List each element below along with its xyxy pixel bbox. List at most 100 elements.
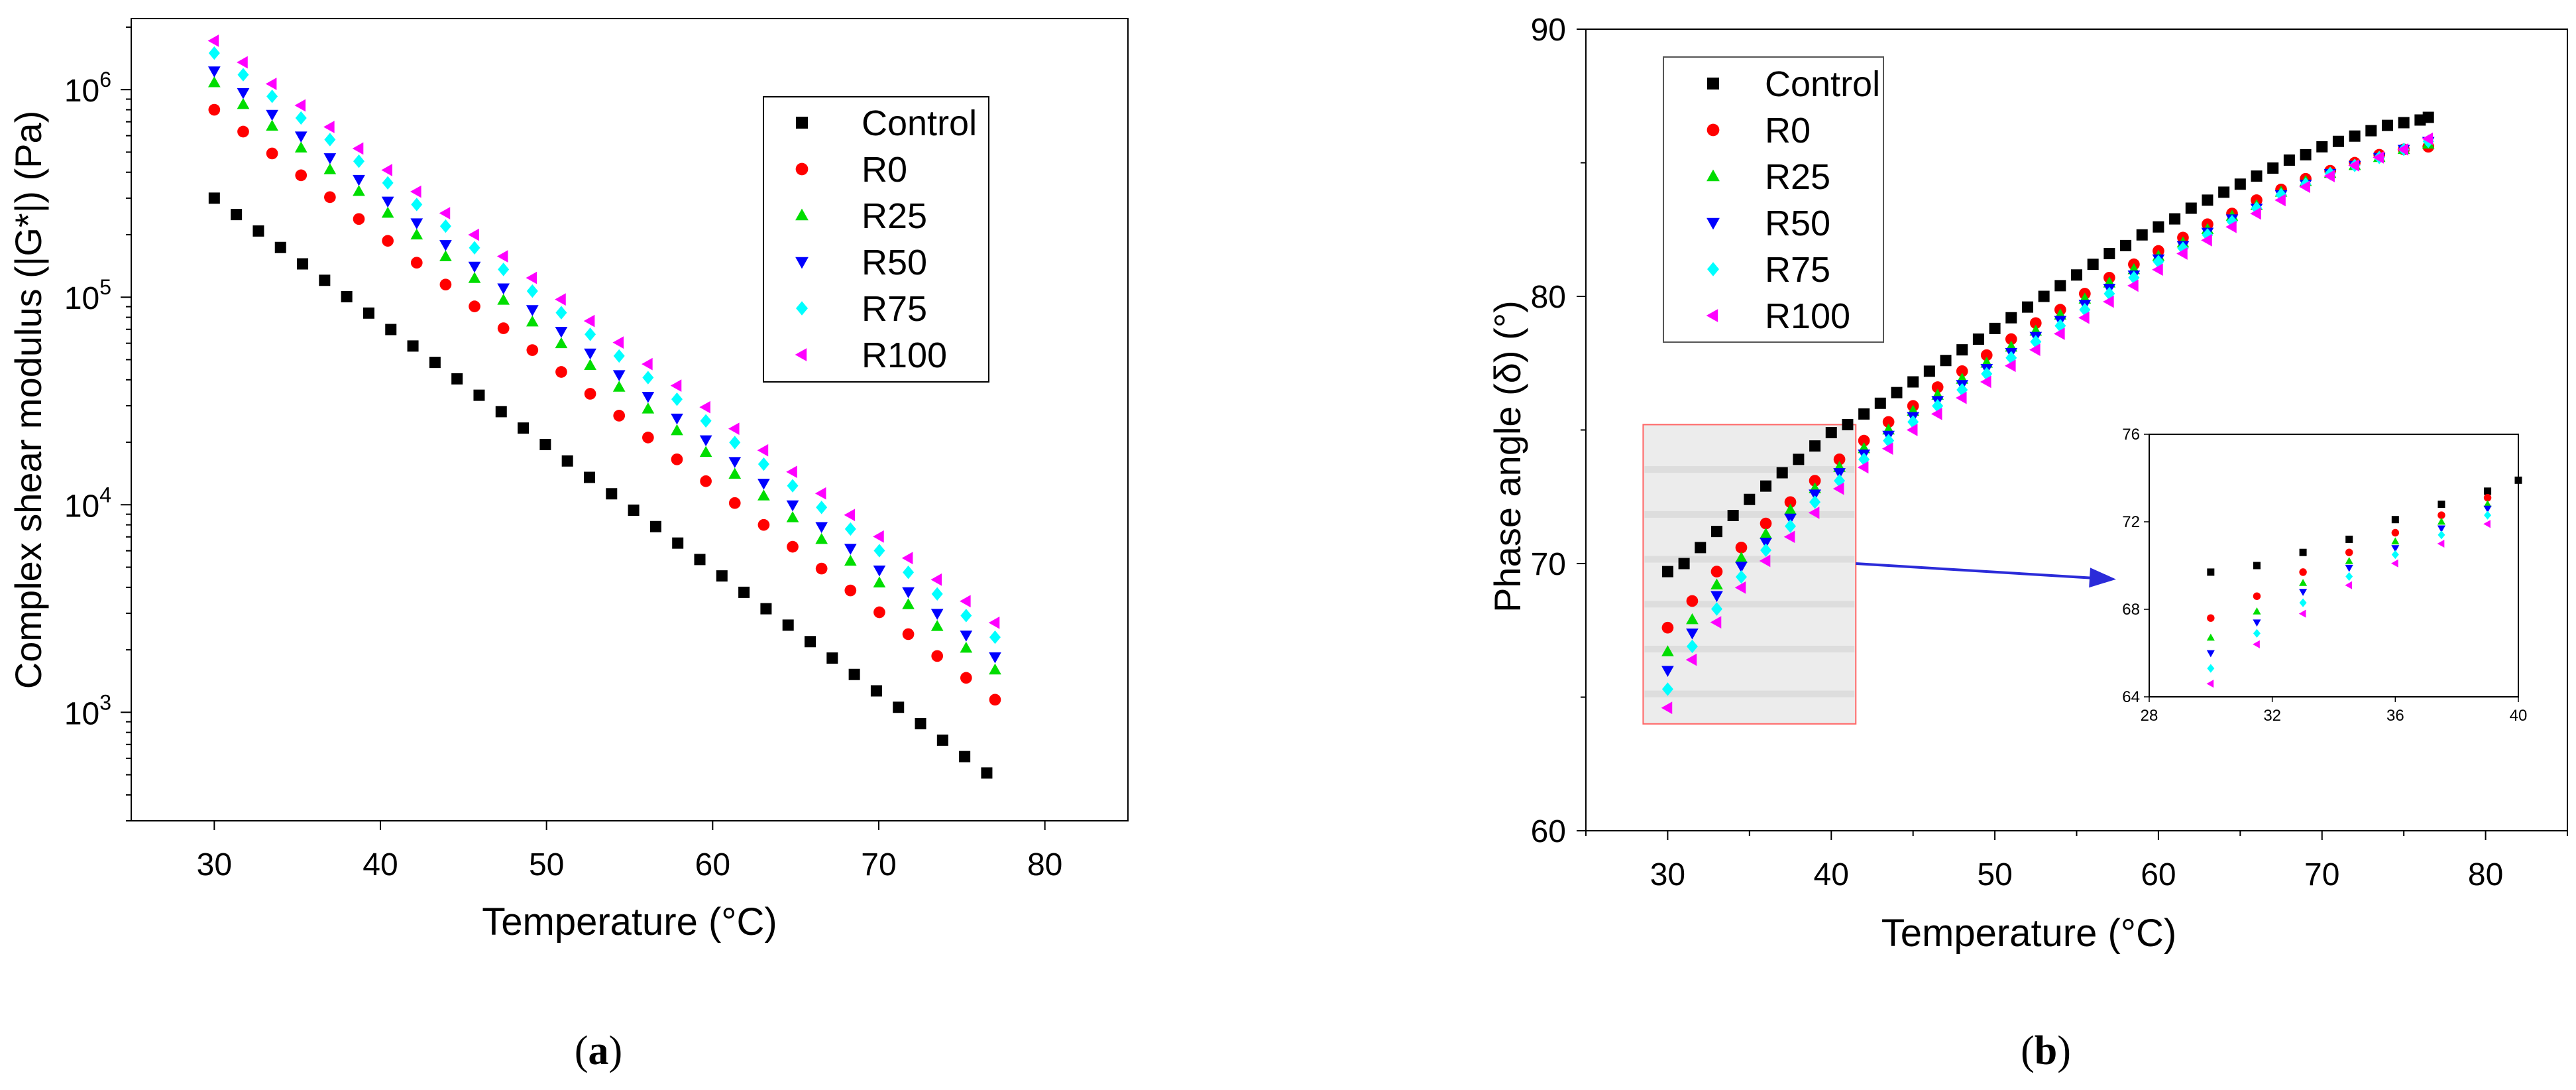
data-point bbox=[1710, 566, 1723, 577]
data-point bbox=[274, 241, 286, 253]
data-point bbox=[873, 530, 884, 543]
inset-data-point bbox=[2391, 528, 2400, 537]
data-point bbox=[700, 475, 712, 487]
data-point bbox=[2316, 141, 2328, 152]
legend-marker bbox=[795, 348, 807, 361]
inset-data-point bbox=[2299, 568, 2307, 576]
data-point bbox=[410, 185, 421, 198]
data-point bbox=[382, 176, 394, 190]
series-r25 bbox=[207, 76, 1001, 675]
data-point bbox=[915, 718, 926, 730]
data-point bbox=[208, 192, 220, 204]
data-point bbox=[628, 505, 640, 516]
y-tick-label-base: 10 bbox=[64, 281, 99, 316]
data-point bbox=[612, 370, 626, 382]
data-point bbox=[1955, 391, 1967, 404]
inset-data-point bbox=[2437, 539, 2445, 548]
data-point bbox=[981, 767, 993, 779]
data-point bbox=[870, 685, 882, 697]
inset-x-tick-label: 32 bbox=[2263, 707, 2281, 725]
data-point bbox=[844, 509, 856, 522]
data-point bbox=[2397, 143, 2408, 156]
legend-label: R100 bbox=[1765, 296, 1850, 336]
data-point bbox=[265, 78, 277, 90]
data-point bbox=[844, 544, 857, 555]
data-point bbox=[787, 479, 799, 493]
data-point bbox=[844, 522, 856, 536]
inset-series-control bbox=[2207, 476, 2522, 576]
data-point bbox=[294, 99, 306, 112]
data-point bbox=[1727, 509, 1739, 521]
data-point bbox=[1972, 333, 1984, 345]
data-point bbox=[606, 488, 618, 500]
data-point bbox=[930, 620, 944, 631]
data-point bbox=[1858, 434, 1870, 447]
data-point bbox=[989, 630, 1001, 644]
data-point bbox=[902, 587, 915, 599]
data-point bbox=[2087, 259, 2099, 271]
data-point bbox=[2332, 135, 2344, 147]
data-point bbox=[583, 471, 595, 483]
data-point bbox=[936, 734, 948, 746]
data-point bbox=[1956, 365, 1968, 377]
data-point bbox=[495, 406, 507, 418]
data-point bbox=[237, 97, 250, 109]
x-tick-label: 80 bbox=[2468, 857, 2503, 892]
inset-y-tick-label: 64 bbox=[2122, 688, 2140, 706]
x-tick-label: 50 bbox=[1977, 857, 2012, 892]
legend-entry-control: Control bbox=[1707, 64, 1880, 104]
data-point bbox=[738, 586, 750, 598]
y-tick-label: 90 bbox=[1531, 13, 1566, 48]
data-point bbox=[1784, 503, 1797, 515]
data-point bbox=[826, 652, 838, 664]
data-point bbox=[873, 606, 885, 619]
legend-label: R100 bbox=[862, 335, 947, 375]
data-point bbox=[496, 250, 508, 263]
inset-data-point bbox=[2253, 592, 2261, 600]
data-point bbox=[2054, 328, 2065, 340]
legend-label: R50 bbox=[862, 243, 927, 282]
data-point bbox=[208, 46, 220, 60]
data-point bbox=[1735, 552, 1748, 563]
data-point bbox=[539, 438, 551, 450]
zoom-arrow bbox=[1856, 562, 2116, 588]
data-point bbox=[1833, 453, 1846, 465]
data-point bbox=[960, 609, 972, 623]
data-point bbox=[1661, 566, 1673, 577]
data-point bbox=[1760, 543, 1772, 558]
inset-data-point bbox=[2207, 568, 2215, 576]
data-point bbox=[728, 457, 742, 468]
data-point bbox=[671, 424, 683, 436]
data-point bbox=[2348, 159, 2359, 172]
data-point bbox=[237, 56, 248, 69]
inset-series-r0 bbox=[2207, 493, 2492, 622]
data-point bbox=[931, 587, 943, 601]
data-point bbox=[671, 392, 683, 406]
data-point bbox=[815, 522, 828, 534]
x-tick-label: 70 bbox=[861, 847, 896, 882]
data-point bbox=[1989, 322, 2001, 334]
data-point bbox=[1809, 440, 1821, 452]
inset-data-point bbox=[2345, 564, 2353, 572]
data-point bbox=[518, 422, 530, 434]
inset-data-point bbox=[2253, 629, 2261, 638]
data-point bbox=[295, 169, 308, 182]
data-point bbox=[649, 520, 661, 532]
data-point bbox=[1695, 542, 1707, 554]
data-point bbox=[1874, 397, 1886, 409]
legend-label: R75 bbox=[1765, 250, 1830, 290]
data-point bbox=[1783, 530, 1795, 544]
data-point bbox=[294, 131, 308, 143]
data-point bbox=[960, 641, 973, 653]
y-tick-label: 106 bbox=[64, 68, 111, 109]
data-point bbox=[1661, 701, 1673, 714]
data-point bbox=[728, 467, 742, 479]
data-point bbox=[555, 366, 567, 378]
data-point bbox=[2021, 301, 2033, 313]
data-point bbox=[2127, 279, 2139, 292]
data-point bbox=[2234, 178, 2246, 190]
data-point bbox=[237, 68, 249, 82]
legend-entry-r50: R50 bbox=[1707, 204, 1830, 243]
data-point bbox=[2005, 312, 2017, 324]
